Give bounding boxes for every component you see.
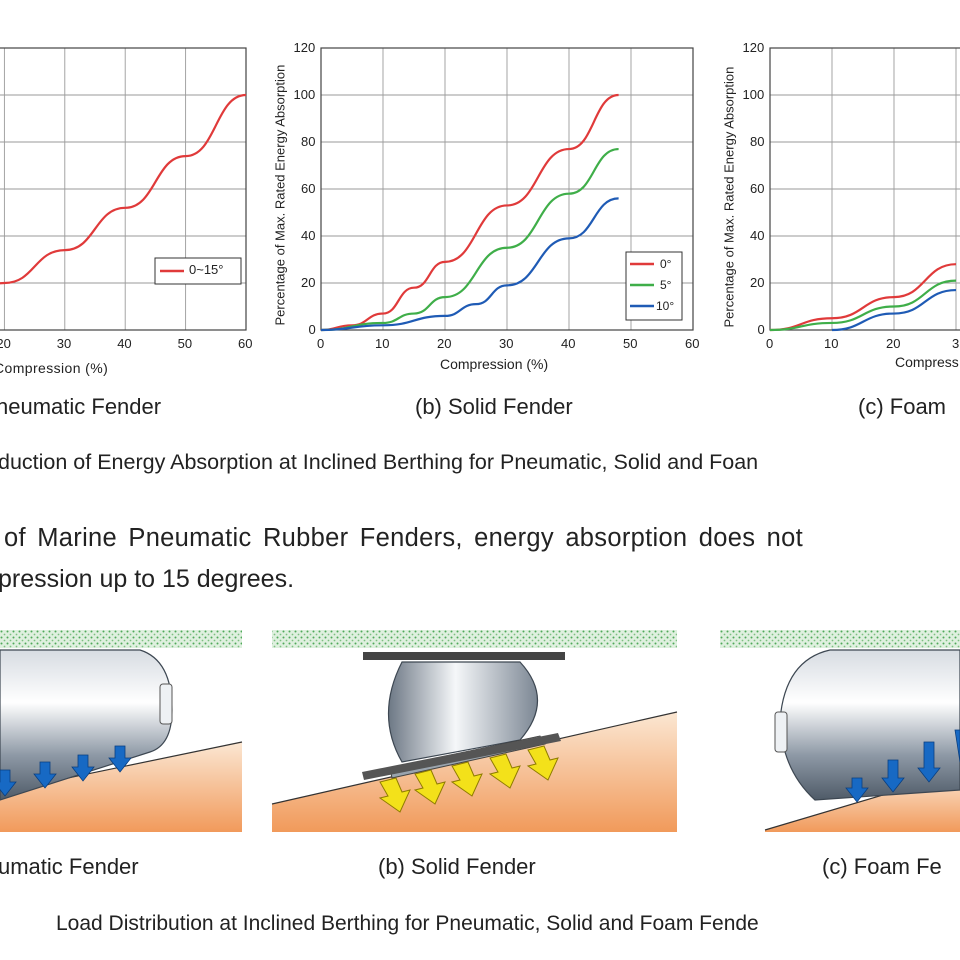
- diagram-foam-label: (c) Foam Fe: [822, 854, 942, 879]
- chart-b-series-0: [320, 93, 619, 332]
- chart-a-xtick: 40: [117, 336, 132, 351]
- chart-c-series-2: [831, 288, 957, 332]
- chart-a-xlabel: Compression (%): [0, 360, 109, 376]
- body-text-line-2: pression up to 15 degrees.: [0, 565, 295, 593]
- chart-b-ytick: 100: [293, 87, 316, 102]
- chart-b-series-2: [320, 197, 619, 332]
- chart-a-xtick: 50: [177, 336, 193, 351]
- chart-b-grid: [320, 47, 694, 331]
- chart-a-xtick: 30: [56, 336, 72, 351]
- chart-c-ytick: 40: [750, 228, 765, 243]
- figure-caption-load: Load Distribution at Inclined Berthing f…: [56, 912, 759, 935]
- chart-b-ytick: 80: [301, 134, 316, 149]
- chart-c-ytick: 80: [750, 134, 765, 149]
- chart-c-xtick: 0: [766, 336, 774, 351]
- chart-c-xtick: 20: [886, 336, 901, 351]
- chart-b-ytick: 60: [301, 181, 316, 196]
- chart-c-ytick: 20: [750, 275, 765, 290]
- chart-c-series-0: [769, 263, 957, 332]
- chart-b-xtick: 20: [437, 336, 452, 351]
- diagram-solid-label: (b) Solid Fender: [378, 854, 536, 879]
- chart-c-series-1: [769, 279, 957, 332]
- chart-b-xtick: 0: [317, 336, 325, 351]
- chart-c-ytick: 0: [757, 322, 765, 337]
- diagram-foam: [720, 630, 960, 832]
- chart-b-legend-label-5: 5°: [660, 278, 672, 292]
- chart-a-subtitle: neumatic Fender: [0, 394, 162, 419]
- chart-c-ylabel: Percentage of Max. Rated Energy Absorpti…: [721, 66, 737, 328]
- chart-c-xlabel: Compress: [895, 354, 959, 370]
- chart-a-grid: [0, 47, 247, 331]
- chart-b-series-1: [320, 147, 619, 332]
- chart-b-xlabel: Compression (%): [440, 356, 549, 372]
- chart-c-subtitle: (c) Foam: [858, 394, 946, 419]
- chart-a-frame: [0, 47, 247, 331]
- chart-c-ytick: 120: [742, 40, 765, 55]
- chart-c-ytick: 60: [750, 181, 765, 196]
- chart-b-ytick: 40: [301, 228, 316, 243]
- chart-b-ytick: 0: [308, 322, 316, 337]
- chart-b-xtick: 10: [375, 336, 390, 351]
- chart-b-ylabel: Percentage of Max. Rated Energy Absorpti…: [272, 64, 288, 326]
- figure-caption-energy: duction of Energy Absorption at Inclined…: [0, 450, 759, 474]
- chart-b-legend-label-10: 10°: [656, 299, 675, 313]
- chart-b-xtick: 30: [499, 336, 514, 351]
- chart-a-legend-label: 0~15°: [189, 262, 224, 277]
- chart-b-subtitle: (b) Solid Fender: [415, 394, 573, 419]
- chart-c-xtick: 10: [824, 336, 839, 351]
- chart-c-xtick: 3: [952, 336, 960, 351]
- chart-c-ytick: 100: [742, 87, 765, 102]
- chart-b-frame: [320, 47, 694, 331]
- chart-b-ytick: 20: [301, 275, 316, 290]
- diagram-pneumatic-label: umatic Fender: [0, 854, 139, 879]
- chart-a-series-0: [0, 93, 247, 285]
- chart-b-ytick: 120: [293, 40, 316, 55]
- diagram-pneumatic: [0, 630, 243, 832]
- chart-b-legend-label-0: 0°: [660, 257, 672, 271]
- chart-a-xtick: 60: [238, 336, 253, 351]
- chart-b-xtick: 60: [685, 336, 700, 351]
- chart-a-xtick: 20: [0, 336, 11, 351]
- chart-b-xtick: 50: [623, 336, 638, 351]
- diagram-solid: [271, 630, 678, 832]
- chart-b-xtick: 40: [561, 336, 576, 351]
- chart-c-frame: [769, 47, 960, 331]
- body-text-line-1: of Marine Pneumatic Rubber Fenders, ener…: [4, 524, 804, 552]
